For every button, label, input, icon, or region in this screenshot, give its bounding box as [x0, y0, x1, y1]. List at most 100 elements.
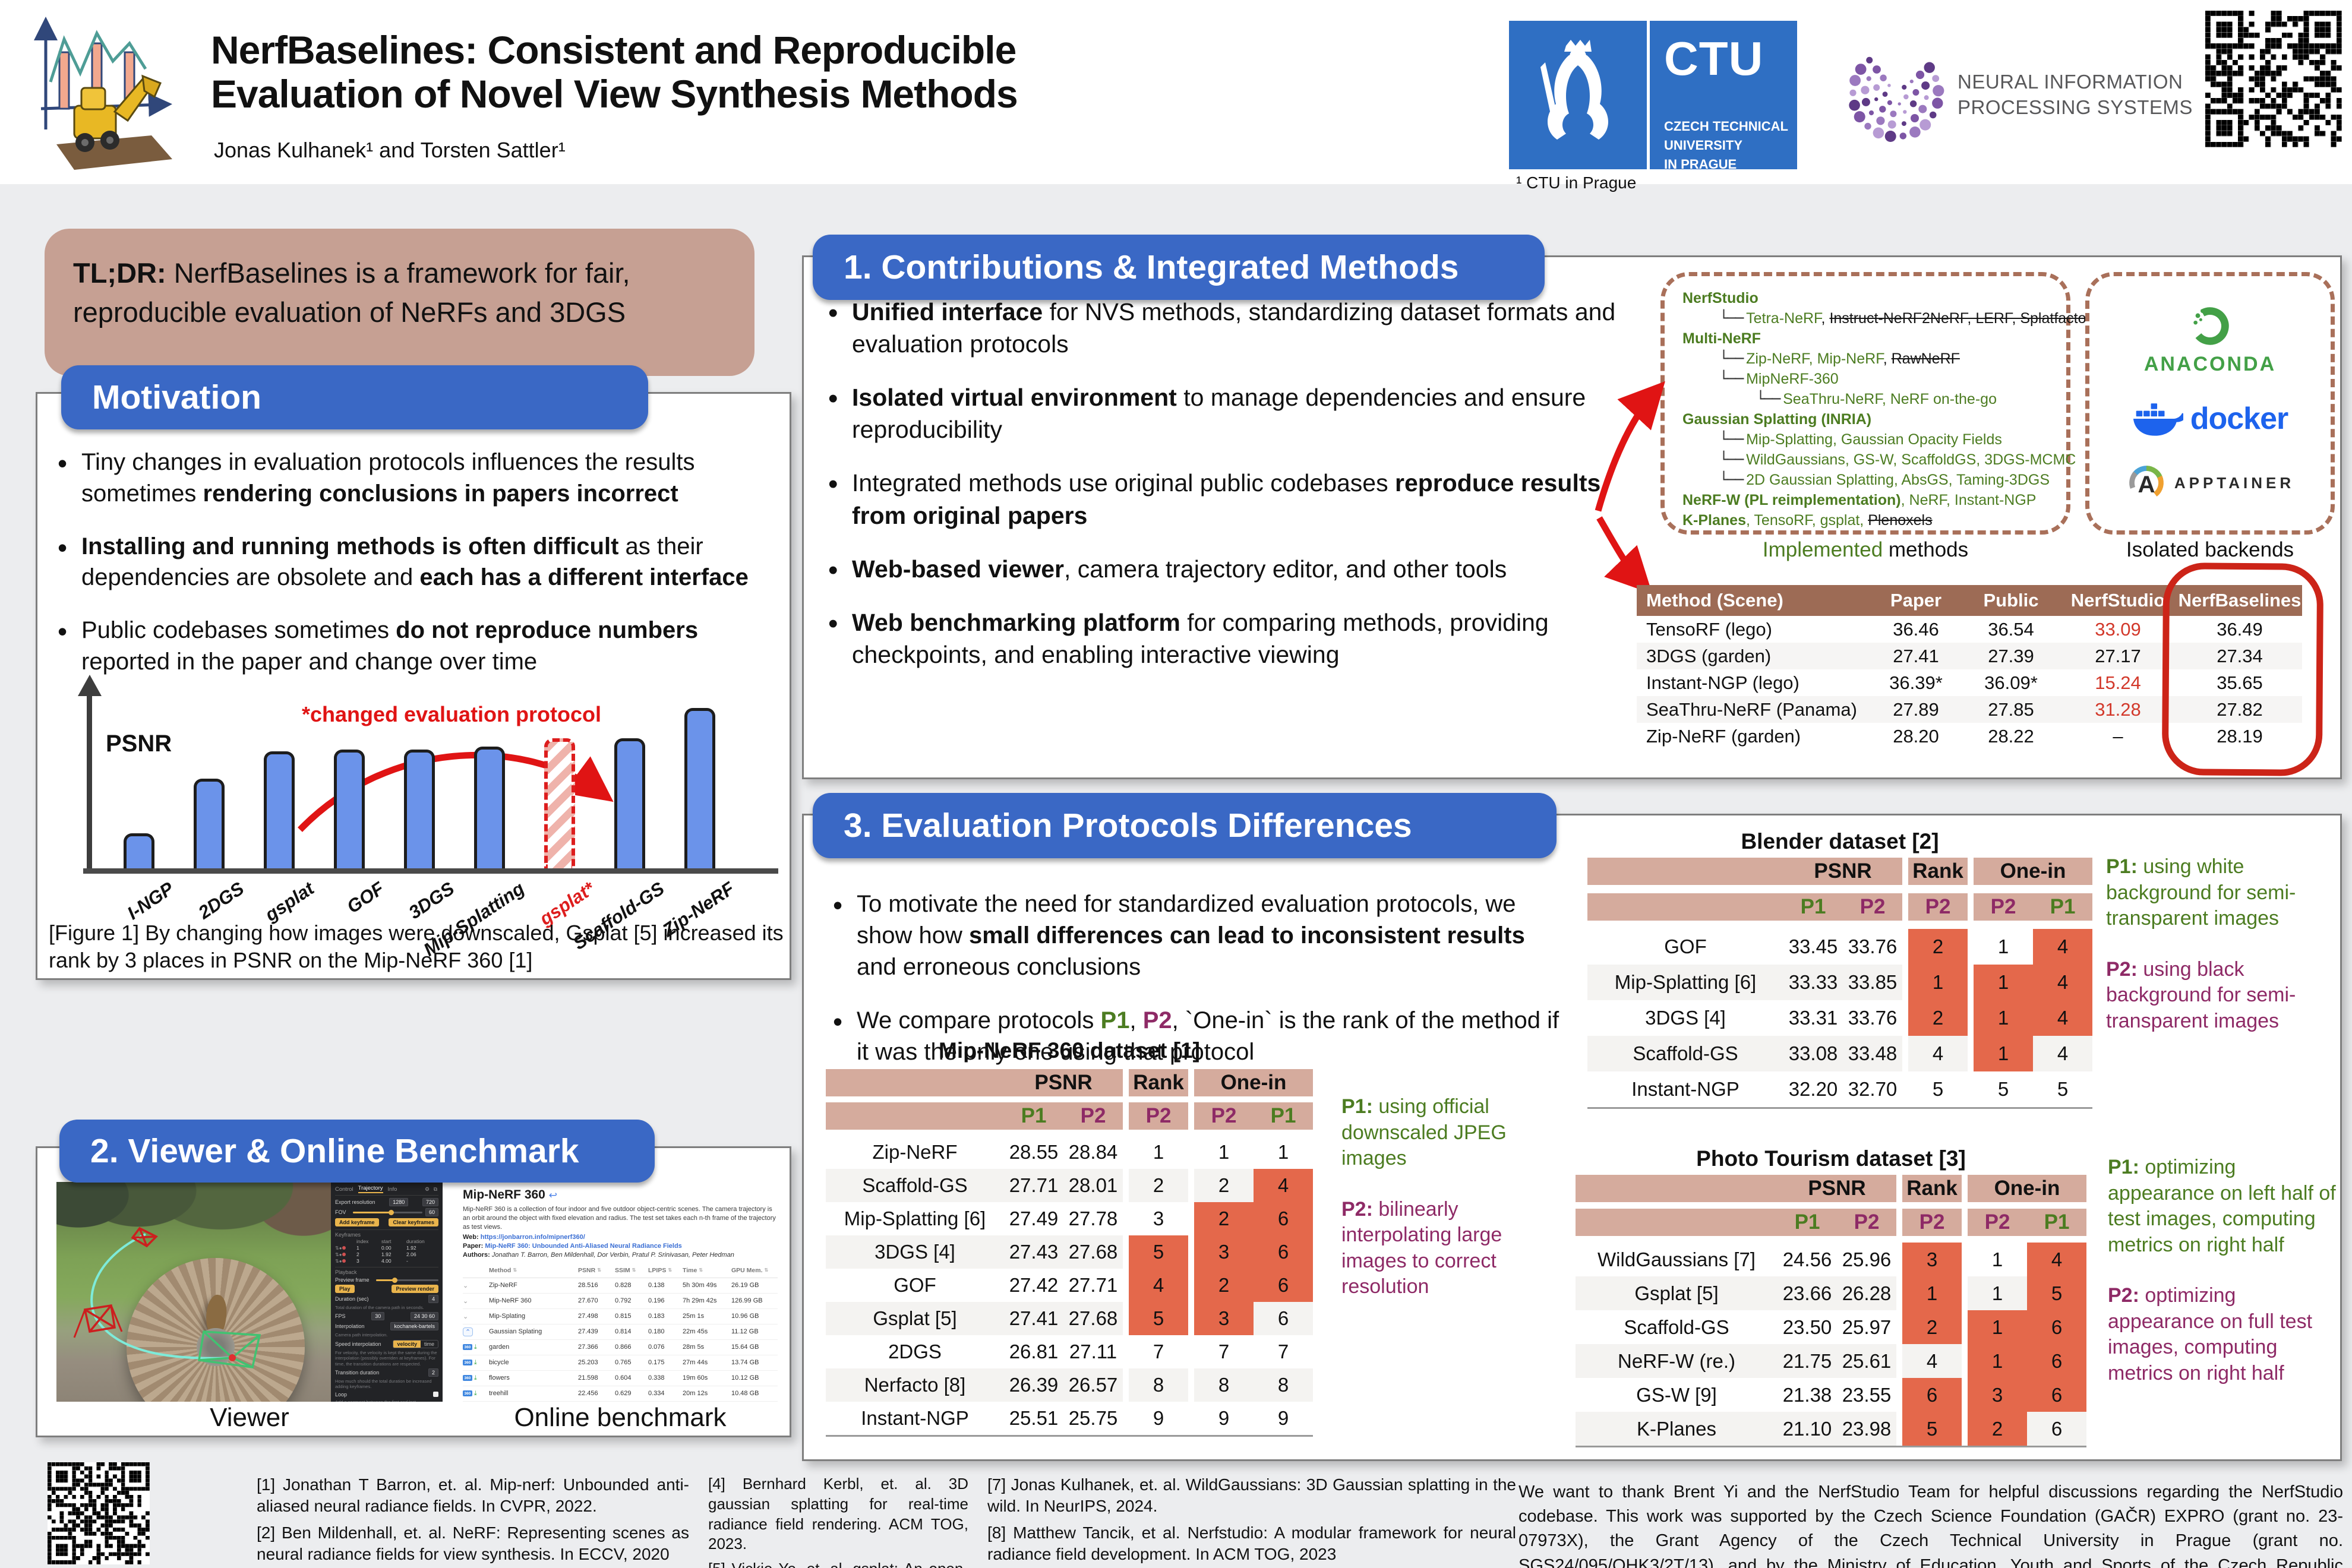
- benchmark-sort-header[interactable]: Time ⇅: [683, 1263, 731, 1278]
- figure1-bar-Zip-NeRF: [684, 708, 715, 868]
- trajectory-end-point[interactable]: [229, 1354, 236, 1361]
- back-arrow-icon[interactable]: ↩: [548, 1190, 557, 1201]
- viewer-panel-icons[interactable]: ⚙ ⧉: [425, 1186, 438, 1192]
- download-icon[interactable]: ⤓: [473, 1343, 477, 1351]
- apptainer-icon: A: [2129, 466, 2164, 501]
- references-col3: [7] Jonas Kulhanek, et. al. WildGaussian…: [987, 1474, 1516, 1568]
- benchmark-sort-header[interactable]: GPU Mem. ⇅: [731, 1263, 778, 1278]
- docker-logo: docker: [2132, 400, 2288, 437]
- photo-tourism-table-title: Photo Tourism dataset [3]: [1696, 1146, 1966, 1171]
- web-link[interactable]: https://jonbarron.info/mipnerf360/: [480, 1233, 585, 1241]
- benchmark-cell: 0.828: [615, 1278, 648, 1294]
- bullet-item: Integrated methods use original public c…: [827, 466, 1617, 531]
- neurips-swirl-icon: [1849, 56, 1944, 142]
- comparison-cell: 27.34: [2177, 643, 2302, 669]
- expand-chevron-icon[interactable]: ⌄: [463, 1313, 469, 1320]
- 360-badge-icon[interactable]: 360: [463, 1390, 472, 1397]
- keyframe-frustum-1[interactable]: [131, 1226, 158, 1248]
- viewer-tabs: Control Trajectory Info ⚙ ⧉: [335, 1185, 438, 1196]
- reference-item: [2] Ben Mildenhall, et. al. NeRF: Repres…: [257, 1523, 689, 1564]
- benchmark-sort-header[interactable]: SSIM ⇅: [615, 1263, 648, 1278]
- benchmark-cell: 0.076: [648, 1340, 683, 1355]
- contributions-heading: 1. Contributions & Integrated Methods: [813, 235, 1545, 300]
- viewer-tab-trajectory[interactable]: Trajectory: [358, 1185, 383, 1193]
- neurips-logo: NEURAL INFORMATION PROCESSING SYSTEMS: [1839, 30, 2219, 160]
- benchmark-cell: 19m 60s: [683, 1371, 731, 1386]
- viewer-button-clear-keyframes[interactable]: Clear keyframes: [389, 1218, 438, 1226]
- collapse-chevron-icon[interactable]: ⌃: [463, 1327, 473, 1336]
- viewer-tab-info[interactable]: Info: [387, 1186, 397, 1193]
- comparison-cell: 36.09*: [1984, 672, 2038, 693]
- viewer-button-play[interactable]: Play: [335, 1285, 355, 1293]
- ctu-abbr: CTU: [1664, 32, 1764, 85]
- download-icon[interactable]: ⤓: [473, 1389, 477, 1397]
- nerfbaselines-column-circle: [2161, 562, 2324, 776]
- benchmark-cell: 0.338: [648, 1371, 683, 1386]
- benchmark-sort-header[interactable]: LPIPS ⇅: [648, 1263, 683, 1278]
- tldr-box: TL;DR: NerfBaselines is a framework for …: [45, 229, 754, 376]
- bullet-item: To motivate the need for standardized ev…: [832, 887, 1568, 984]
- paper-link[interactable]: Mip-NeRF 360: Unbounded Anti-Aliased Neu…: [485, 1242, 682, 1250]
- 360-badge-icon[interactable]: 360: [463, 1375, 472, 1382]
- 360-badge-icon[interactable]: 360: [463, 1344, 472, 1351]
- keyframe-frustum-2[interactable]: [73, 1304, 123, 1338]
- checkbox-loop[interactable]: [433, 1392, 438, 1398]
- figure1-bar-gsplat*: [544, 738, 575, 868]
- comparison-cell: 15.24: [2095, 672, 2141, 693]
- benchmark-cell: 0.815: [615, 1309, 648, 1324]
- bullet-item: Unified interface for NVS methods, stand…: [827, 295, 1617, 360]
- benchmark-sort-header[interactable]: PSNR ⇅: [578, 1263, 615, 1278]
- pt-note-p1: P1: optimizing appearance on left half o…: [2108, 1156, 2336, 1256]
- anaconda-icon: [2191, 307, 2229, 345]
- 360-badge-icon[interactable]: 360: [463, 1360, 472, 1366]
- evaluation-bullets: To motivate the need for standardized ev…: [832, 887, 1568, 1089]
- bullet-item: We compare protocols P1, P2, `One-in` is…: [832, 1004, 1568, 1068]
- download-icon[interactable]: ⤓: [473, 1358, 477, 1366]
- viewer-settings-panel: Control Trajectory Info ⚙ ⧉ Export resoluti…: [331, 1182, 443, 1402]
- viewer-button-preview-render[interactable]: Preview render: [392, 1285, 438, 1293]
- references-col1: [1] Jonathan T Barron, et. al. Mip-nerf:…: [257, 1474, 689, 1568]
- bullet-item: Installing and running methods is often …: [56, 530, 757, 594]
- benchmark-cell: 0.183: [648, 1309, 683, 1324]
- reference-item: [7] Jonas Kulhanek, et. al. WildGaussian…: [987, 1475, 1516, 1516]
- comparison-cell: 36.39*: [1889, 672, 1943, 693]
- figure1-bar-I-NGP: [124, 833, 154, 868]
- bullet-item: Isolated virtual environment to manage d…: [827, 380, 1617, 445]
- ctu-logo: CTU CZECH TECHNICAL UNIVERSITY IN PRAGUE: [1509, 21, 1797, 172]
- bullet-item: Tiny changes in evaluation protocols inf…: [56, 445, 757, 510]
- viewer-tab-control[interactable]: Control: [335, 1186, 353, 1193]
- current-camera-frustum[interactable]: [197, 1330, 261, 1368]
- viewer-button-add-keyframe[interactable]: Add keyframe: [335, 1218, 379, 1226]
- comparison-cell: 36.46: [1893, 618, 1939, 640]
- benchmark-cell: garden: [489, 1340, 578, 1355]
- benchmark-cell: 28m 5s: [683, 1340, 731, 1355]
- reference-item: [1] Jonathan T Barron, et. al. Mip-nerf:…: [257, 1475, 689, 1516]
- slider[interactable]: [352, 1209, 422, 1215]
- figure1-bar-GOF: [334, 750, 365, 868]
- implemented-methods-caption: Implemented methods: [1762, 538, 1969, 561]
- expand-chevron-icon[interactable]: ⌄: [463, 1297, 469, 1305]
- methods-tree: NerfStudio └── Tetra-NeRF, Instruct-NeRF2…: [1682, 290, 2086, 529]
- comparison-cell: 35.65: [2217, 672, 2263, 693]
- toggle-speed-interpolation[interactable]: velocity time: [393, 1339, 438, 1348]
- comparison-cell: Instant-NGP (lego): [1646, 672, 1799, 693]
- slider[interactable]: [375, 1277, 438, 1283]
- benchmark-cell: 15.64 GB: [731, 1340, 778, 1355]
- download-icon[interactable]: ⤓: [473, 1374, 477, 1382]
- benchmark-cell: 0.814: [615, 1324, 648, 1340]
- comparison-cell: 36.54: [1988, 618, 2034, 640]
- comparison-cell: SeaThru-NeRF (Panama): [1637, 696, 1868, 723]
- benchmark-sort-header[interactable]: Method ⇅: [489, 1263, 578, 1278]
- benchmark-cell: 13.74 GB: [731, 1355, 778, 1371]
- expand-chevron-icon[interactable]: ⌄: [463, 1282, 469, 1289]
- viewer-heading: 2. Viewer & Online Benchmark: [59, 1120, 655, 1183]
- benchmark-cell: 0.629: [615, 1386, 648, 1402]
- benchmark-cell: 27.670: [578, 1294, 615, 1309]
- benchmark-cell: 27m 44s: [683, 1355, 731, 1371]
- comparison-cell: 27.17: [2059, 643, 2177, 669]
- benchmark-caption: Online benchmark: [514, 1403, 727, 1432]
- figure1-bar-gsplat: [264, 751, 295, 868]
- viewer-3d-scene[interactable]: [56, 1182, 331, 1402]
- trajectory-overlay: [73, 1226, 261, 1368]
- mip-note-p2: P2: bilinearly interpolating large image…: [1341, 1197, 1502, 1298]
